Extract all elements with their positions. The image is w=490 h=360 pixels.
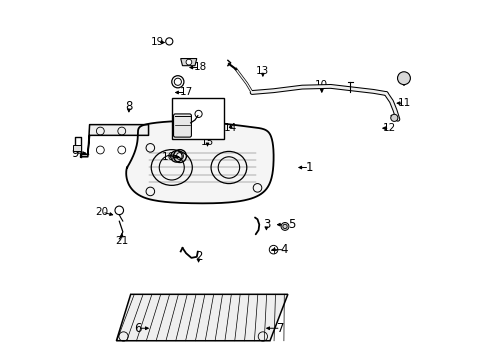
Text: 6: 6 — [134, 322, 142, 335]
Text: 3: 3 — [263, 218, 270, 231]
Polygon shape — [81, 125, 148, 157]
Text: 20: 20 — [96, 207, 109, 217]
Text: 5: 5 — [288, 218, 295, 231]
FancyBboxPatch shape — [172, 98, 223, 139]
FancyBboxPatch shape — [73, 145, 81, 151]
Text: 4: 4 — [281, 243, 288, 256]
Circle shape — [397, 72, 411, 85]
Text: 21: 21 — [115, 236, 128, 246]
Text: 1: 1 — [306, 161, 313, 174]
Circle shape — [391, 114, 398, 121]
Text: 2: 2 — [195, 250, 202, 263]
Text: 9: 9 — [72, 147, 79, 160]
Text: 18: 18 — [194, 63, 207, 72]
Circle shape — [281, 222, 289, 230]
Text: 11: 11 — [397, 98, 411, 108]
Text: 16: 16 — [162, 152, 175, 162]
Ellipse shape — [182, 122, 218, 134]
Text: 7: 7 — [277, 322, 285, 335]
Circle shape — [186, 59, 192, 65]
Text: 10: 10 — [315, 80, 328, 90]
Polygon shape — [126, 121, 273, 203]
Text: 8: 8 — [125, 100, 133, 113]
Text: 15: 15 — [201, 138, 214, 148]
Text: 19: 19 — [151, 37, 164, 48]
Text: 17: 17 — [179, 87, 193, 98]
Text: 13: 13 — [256, 66, 270, 76]
Text: 14: 14 — [224, 123, 237, 133]
Polygon shape — [117, 294, 288, 341]
Polygon shape — [181, 59, 197, 66]
FancyBboxPatch shape — [173, 114, 192, 137]
Text: 12: 12 — [383, 123, 396, 133]
